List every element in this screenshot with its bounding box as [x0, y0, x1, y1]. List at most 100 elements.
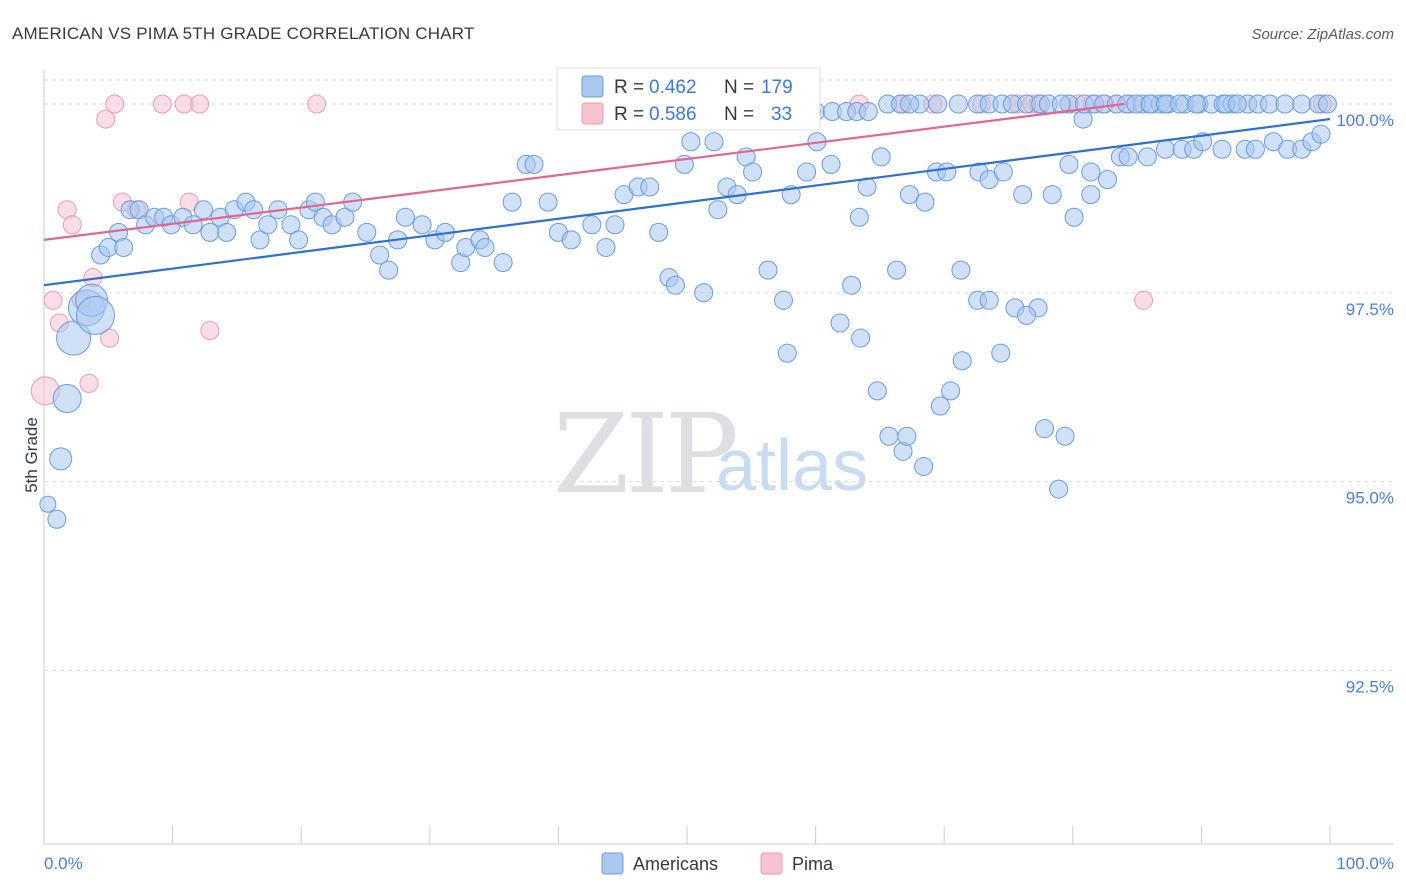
- americans-point: [937, 162, 957, 182]
- americans-point: [379, 260, 399, 280]
- americans-point: [948, 94, 968, 114]
- americans-point: [1137, 147, 1157, 167]
- americans-point: [979, 290, 999, 310]
- americans-point: [250, 230, 270, 250]
- americans-point: [665, 275, 685, 295]
- trend-lines: [43, 102, 1331, 287]
- americans-point: [993, 162, 1013, 182]
- americans-point: [335, 207, 355, 227]
- americans-point: [370, 245, 390, 265]
- americans-point: [47, 509, 67, 529]
- y-tick-label: 92.5%: [1346, 677, 1394, 696]
- americans-point: [914, 456, 934, 476]
- americans-point: [758, 260, 778, 280]
- americans-point: [475, 237, 495, 257]
- americans-point: [1227, 94, 1247, 114]
- americans-point: [183, 215, 203, 235]
- americans-n-label: N =: [724, 77, 754, 98]
- pima-point: [152, 94, 172, 114]
- americans-point: [879, 426, 899, 446]
- americans-point: [1013, 185, 1033, 205]
- series-legend: Americans Pima: [601, 852, 834, 875]
- americans-point: [1212, 139, 1232, 159]
- gridlines: [44, 79, 1394, 671]
- americans-point: [200, 222, 220, 242]
- americans-point: [681, 132, 701, 152]
- watermark-atlas: atlas: [716, 426, 868, 506]
- americans-point: [1170, 94, 1190, 114]
- pima-point: [62, 215, 82, 235]
- americans-point: [52, 383, 82, 413]
- americans-point: [1081, 185, 1101, 205]
- x-tick-label-min: 0.0%: [44, 854, 83, 873]
- americans-point: [773, 290, 793, 310]
- americans-point: [412, 215, 432, 235]
- americans-point: [561, 230, 581, 250]
- pima-point: [200, 321, 220, 341]
- americans-point: [493, 253, 513, 273]
- americans-point: [1193, 132, 1213, 152]
- americans-point: [649, 222, 669, 242]
- americans-point: [797, 162, 817, 182]
- pima-r-value: 0.586: [649, 104, 697, 125]
- pima-point: [96, 109, 116, 129]
- americans-point: [830, 313, 850, 333]
- americans-point: [930, 396, 950, 416]
- americans-point: [899, 94, 919, 114]
- pima-point: [190, 94, 210, 114]
- americans-series-label[interactable]: Americans: [633, 854, 718, 874]
- americans-point: [258, 215, 278, 235]
- americans-point: [357, 222, 377, 242]
- y-axis-title: 5th Grade: [22, 417, 41, 493]
- americans-point: [1055, 426, 1075, 446]
- americans-point: [49, 447, 73, 471]
- americans-point: [1317, 94, 1337, 114]
- americans-point: [941, 381, 961, 401]
- y-tick-label: 100.0%: [1336, 111, 1394, 130]
- americans-point: [75, 295, 115, 335]
- americans-point: [217, 222, 237, 242]
- americans-point: [538, 192, 558, 212]
- americans-point: [1049, 479, 1069, 499]
- americans-point: [1275, 94, 1295, 114]
- americans-point: [915, 192, 935, 212]
- americans-point: [867, 381, 887, 401]
- americans-point: [605, 215, 625, 235]
- americans-point: [289, 230, 309, 250]
- axes: [43, 70, 1394, 845]
- americans-point: [858, 102, 878, 122]
- americans-point: [640, 177, 660, 197]
- americans-point: [1064, 207, 1084, 227]
- americans-series-swatch[interactable]: [601, 852, 624, 875]
- americans-point: [1311, 124, 1331, 144]
- americans-point: [502, 192, 522, 212]
- americans-point: [1042, 185, 1062, 205]
- chart-title: AMERICAN VS PIMA 5TH GRADE CORRELATION C…: [12, 24, 475, 43]
- pima-series-label[interactable]: Pima: [792, 854, 834, 874]
- pima-series-swatch[interactable]: [760, 852, 783, 875]
- americans-point: [596, 237, 616, 257]
- americans-point: [851, 328, 871, 348]
- pima-point: [105, 94, 125, 114]
- americans-point: [193, 200, 213, 220]
- pima-point: [1134, 290, 1154, 310]
- pima-point: [307, 94, 327, 114]
- americans-point: [1292, 94, 1312, 114]
- americans-point: [1035, 419, 1055, 439]
- americans-point: [244, 200, 264, 220]
- americans-point: [991, 343, 1011, 363]
- americans-point: [952, 351, 972, 371]
- chart-source: Source: ZipAtlas.com: [1251, 26, 1394, 43]
- watermark-zip: ZIP: [553, 390, 736, 518]
- americans-point: [281, 215, 301, 235]
- americans-point: [842, 275, 862, 295]
- pima-legend-swatch: [581, 102, 604, 125]
- americans-point: [899, 185, 919, 205]
- pima-r-label: R =: [614, 104, 644, 125]
- americans-point: [871, 147, 891, 167]
- americans-point: [39, 495, 57, 513]
- americans-point: [1118, 147, 1138, 167]
- stats-legend: R = 0.462 N = 179 R = 0.586 N = 33: [556, 67, 821, 131]
- pima-n-label: N =: [724, 104, 754, 125]
